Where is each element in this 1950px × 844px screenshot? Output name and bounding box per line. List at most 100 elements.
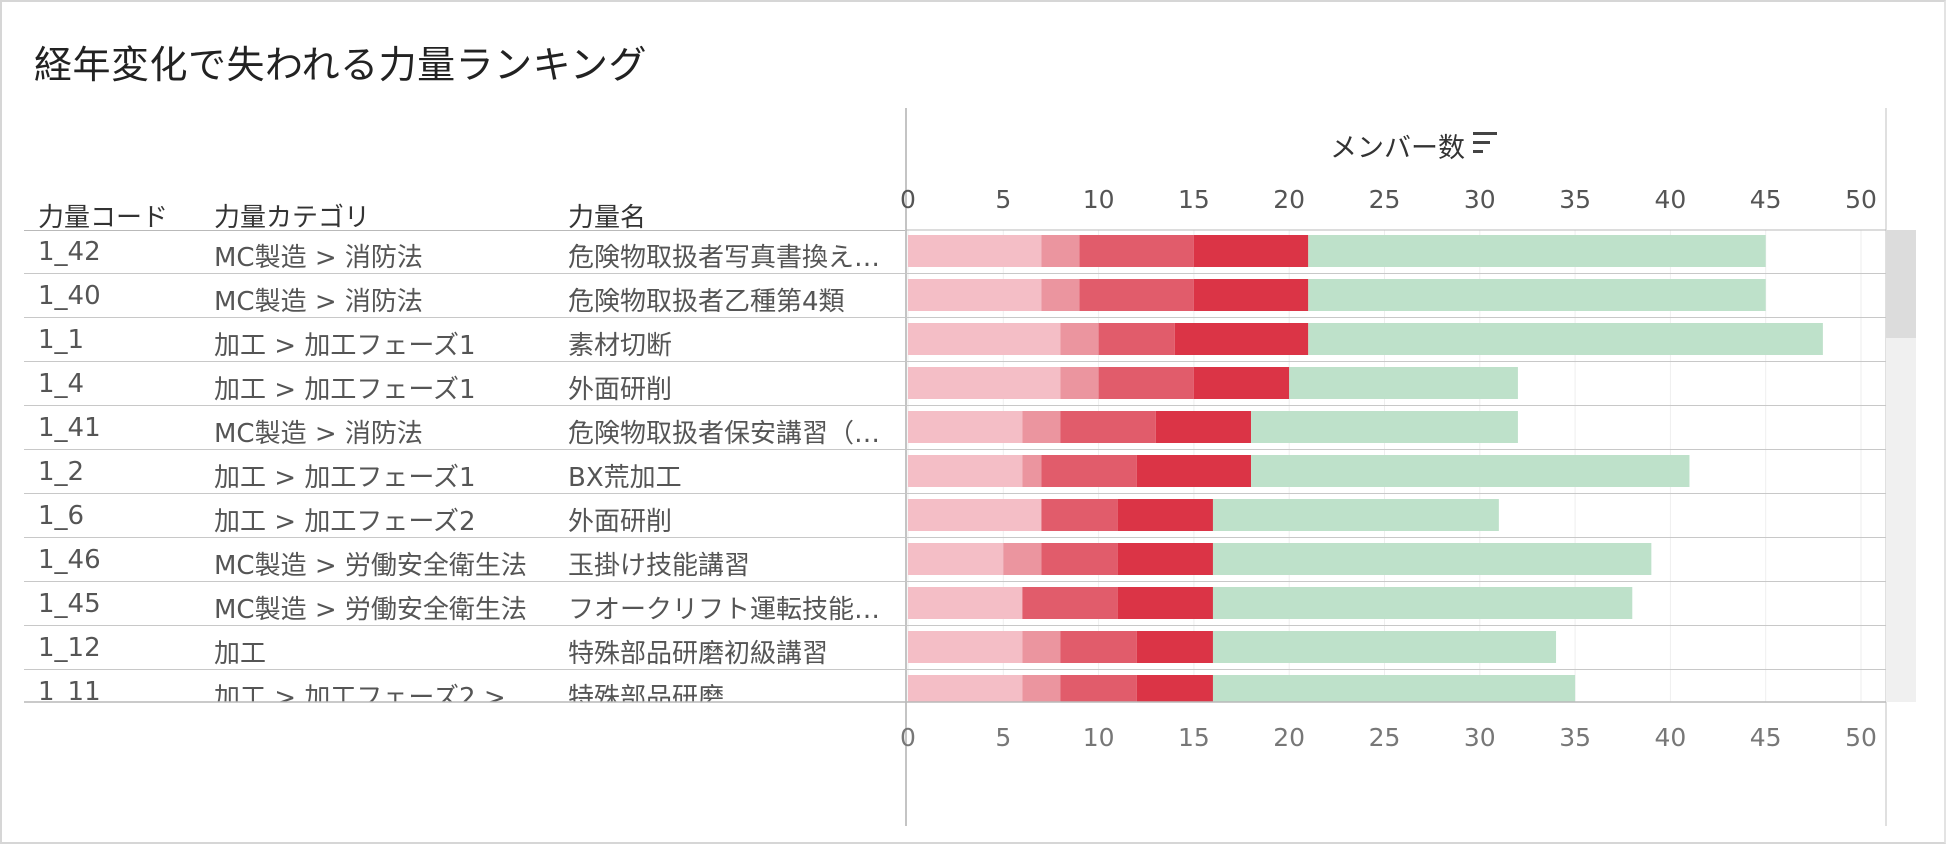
row-category: MC製造 > 労働安全衛生法 [214,551,527,581]
bar-segment[interactable] [1308,323,1823,355]
tick-label-bottom: 10 [1083,723,1115,752]
bar-segment[interactable] [908,235,1042,267]
tick-label-top: 45 [1750,185,1782,214]
table-row[interactable]: 1_11 加工 > 加工フェーズ2 > ... 特殊部品研磨 [24,670,906,702]
bar-segment[interactable] [1060,411,1156,443]
bar-segment[interactable] [1174,323,1309,355]
bar-segment[interactable] [1308,279,1766,311]
bar-segment[interactable] [908,367,1061,399]
tick-label-bottom: 50 [1845,723,1877,752]
bar-segment[interactable] [1136,455,1252,487]
bar-segment[interactable] [1022,631,1061,663]
bar-segment[interactable] [1136,631,1213,663]
table-row[interactable]: 1_41 MC製造 > 消防法 危険物取扱者保安講習（周... [24,406,906,450]
bar-segment[interactable] [1193,279,1309,311]
bar-segment[interactable] [1041,279,1080,311]
bar-segment[interactable] [1060,367,1099,399]
bar-segment[interactable] [1098,367,1194,399]
bar-segment[interactable] [1022,455,1042,487]
row-category: MC製造 > 消防法 [214,243,423,273]
bar-segment[interactable] [1041,543,1118,575]
bar-segment[interactable] [908,455,1023,487]
column-header-name[interactable]: 力量名 [568,203,647,233]
tick-label-bottom: 20 [1273,723,1305,752]
row-code: 1_41 [38,413,101,443]
table-row[interactable]: 1_42 MC製造 > 消防法 危険物取扱者写真書換え（... [24,230,906,274]
row-code: 1_46 [38,545,101,575]
bars [906,235,1886,707]
table-row[interactable]: 1_2 加工 > 加工フェーズ1 BX荒加工 [24,450,906,494]
row-category: 加工 > 加工フェーズ1 [214,375,476,405]
bar-segment[interactable] [1079,279,1194,311]
row-code: 1_1 [38,325,85,355]
table-row[interactable]: 1_45 MC製造 > 労働安全衛生法 フオークリフト運転技能講... [24,582,906,626]
bar-segment[interactable] [1193,367,1290,399]
tick-label-top: 5 [995,185,1011,214]
chart-title: 経年変化で失われる力量ランキング [34,43,647,87]
bar-segment[interactable] [1041,455,1137,487]
row-code: 1_40 [38,281,101,311]
row-code: 1_45 [38,589,101,619]
row-category: 加工 > 加工フェーズ1 [214,331,476,361]
column-header-category[interactable]: 力量カテゴリ [214,203,371,233]
bar-segment[interactable] [1117,587,1213,619]
bar-segment[interactable] [1289,367,1518,399]
bar-segment[interactable] [908,587,1023,619]
bar-segment[interactable] [1212,543,1652,575]
bar-segment[interactable] [1060,675,1137,707]
bar-segment[interactable] [1060,323,1099,355]
bar-segment[interactable] [908,323,1061,355]
row-category: 加工 [214,639,267,669]
bar-segment[interactable] [1251,455,1690,487]
table-row[interactable]: 1_6 加工 > 加工フェーズ2 外面研削 [24,494,906,538]
header-divider [24,230,906,231]
tick-label-top: 15 [1178,185,1210,214]
bar-segment[interactable] [1117,499,1213,531]
bar-segment[interactable] [1022,587,1118,619]
bar-segment[interactable] [1003,543,1042,575]
column-header-code[interactable]: 力量コード [38,203,169,233]
bar-segment[interactable] [1022,411,1061,443]
bar-segment[interactable] [1041,499,1118,531]
bar-segment[interactable] [1060,631,1137,663]
bar-segment[interactable] [1308,235,1766,267]
tick-label-top: 25 [1369,185,1401,214]
row-category: MC製造 > 消防法 [214,419,423,449]
scrollbar-thumb[interactable] [1886,230,1916,338]
bar-segment[interactable] [1193,235,1309,267]
vertical-scrollbar[interactable] [1886,230,1916,702]
bar-segment[interactable] [908,675,1023,707]
tick-label-top: 35 [1559,185,1591,214]
bar-segment[interactable] [1212,499,1499,531]
bar-segment[interactable] [908,543,1004,575]
bar-segment[interactable] [1212,631,1557,663]
table-row[interactable]: 1_46 MC製造 > 労働安全衛生法 玉掛け技能講習 [24,538,906,582]
bar-segment[interactable] [908,631,1023,663]
bar-segment[interactable] [1155,411,1252,443]
tick-label-top: 10 [1083,185,1115,214]
bar-segment[interactable] [1117,543,1213,575]
bar-segment[interactable] [1041,235,1080,267]
bar-segment[interactable] [1022,675,1061,707]
bar-segment[interactable] [1098,323,1175,355]
bar-segment[interactable] [1136,675,1213,707]
bar-segment[interactable] [1251,411,1518,443]
bar-segment[interactable] [1212,675,1576,707]
row-category: MC製造 > 労働安全衛生法 [214,595,527,625]
bar-segment[interactable] [1212,587,1633,619]
sort-icon[interactable] [1473,132,1497,154]
bar-segment[interactable] [908,279,1042,311]
tick-label-top: 40 [1654,185,1686,214]
table-row[interactable]: 1_4 加工 > 加工フェーズ1 外面研削 [24,362,906,406]
table-row[interactable]: 1_1 加工 > 加工フェーズ1 素材切断 [24,318,906,362]
table-row[interactable]: 1_40 MC製造 > 消防法 危険物取扱者乙種第4類 [24,274,906,318]
table-row[interactable]: 1_12 加工 特殊部品研磨初級講習 [24,626,906,670]
bar-segment[interactable] [908,411,1023,443]
tick-label-bottom: 45 [1750,723,1782,752]
bar-segment[interactable] [1079,235,1194,267]
tick-label-bottom: 30 [1464,723,1496,752]
bar-segment[interactable] [908,499,1042,531]
tick-label-top: 30 [1464,185,1496,214]
